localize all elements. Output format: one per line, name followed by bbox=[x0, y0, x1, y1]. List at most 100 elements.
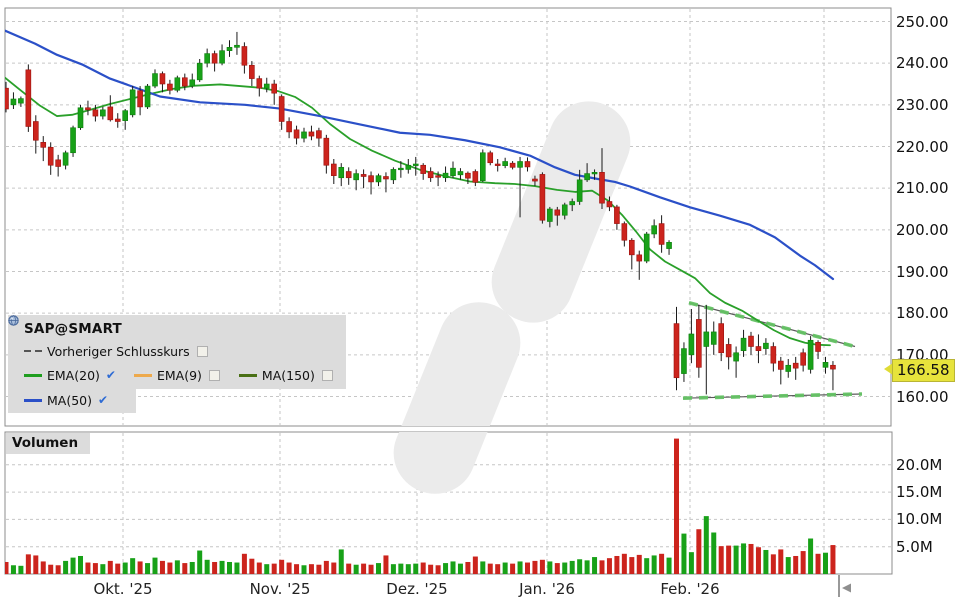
candle bbox=[532, 178, 538, 182]
candle bbox=[92, 109, 99, 117]
candle bbox=[420, 164, 427, 174]
candle bbox=[561, 204, 568, 216]
candle bbox=[427, 171, 434, 179]
volume-bar bbox=[279, 559, 285, 574]
volume-bar bbox=[234, 562, 240, 574]
volume-bar bbox=[681, 533, 687, 574]
candle bbox=[204, 53, 210, 64]
candle bbox=[688, 333, 695, 356]
volume-bar bbox=[428, 564, 434, 574]
price-tick-label: 190.00 bbox=[896, 262, 949, 281]
volume-bar bbox=[577, 559, 583, 574]
ma150-checkbox[interactable] bbox=[321, 369, 333, 381]
candle bbox=[621, 223, 628, 241]
volume-bar bbox=[554, 563, 560, 574]
volume-bar bbox=[815, 553, 821, 574]
trendlines[interactable] bbox=[682, 301, 863, 400]
volume-bar bbox=[63, 560, 69, 574]
volume-bar bbox=[301, 565, 307, 574]
volume-bar bbox=[361, 563, 367, 574]
volume-bar bbox=[346, 563, 352, 574]
legend-block: SAP@SMART Vorheriger Schlusskurs EMA(20)… bbox=[8, 315, 346, 389]
candle bbox=[152, 73, 158, 87]
volume-bar bbox=[130, 558, 136, 574]
candle bbox=[830, 364, 836, 370]
candle bbox=[487, 152, 494, 164]
volume-bar bbox=[763, 549, 769, 574]
volume-tick-label: 20.0M bbox=[896, 455, 943, 474]
candle bbox=[554, 209, 561, 216]
candle bbox=[226, 47, 233, 51]
candle bbox=[666, 242, 672, 249]
candle bbox=[591, 172, 598, 175]
prev-close-label: Vorheriger Schlusskurs bbox=[47, 343, 190, 359]
volume-bar bbox=[264, 564, 270, 574]
candle bbox=[18, 98, 24, 104]
ma50-checkbox-checked-icon[interactable]: ✔ bbox=[98, 393, 109, 407]
volume-bar bbox=[480, 561, 486, 574]
volume-bar bbox=[18, 565, 24, 574]
axis-end-arrow-icon[interactable] bbox=[842, 583, 851, 593]
volume-bar bbox=[405, 564, 411, 574]
candle bbox=[316, 130, 322, 139]
volume-bar bbox=[495, 564, 501, 574]
volume-tick-label: 10.0M bbox=[896, 510, 943, 529]
watermark-slash bbox=[393, 432, 521, 494]
volume-bar bbox=[606, 558, 612, 574]
candle bbox=[636, 254, 643, 262]
month-label: Okt. '25 bbox=[93, 580, 153, 598]
volume-bar bbox=[10, 565, 16, 574]
candle bbox=[167, 83, 173, 91]
price-tick-label: 240.00 bbox=[896, 54, 949, 73]
volume-bar bbox=[390, 564, 396, 574]
volume-bar bbox=[800, 551, 806, 574]
volume-bar bbox=[785, 557, 791, 574]
volume-bar bbox=[808, 538, 814, 574]
candle bbox=[122, 110, 128, 121]
candle bbox=[681, 348, 687, 374]
candle bbox=[308, 131, 315, 137]
trendline-upper-resistance[interactable] bbox=[688, 301, 856, 349]
volume-bar bbox=[435, 565, 441, 574]
candle bbox=[338, 167, 345, 179]
ema20-checkbox-checked-icon[interactable]: ✔ bbox=[105, 368, 116, 382]
volume-bar bbox=[748, 543, 754, 574]
month-label: Jan. '26 bbox=[519, 580, 575, 598]
volume-bar bbox=[256, 562, 262, 574]
candle bbox=[763, 342, 769, 349]
volume-bar bbox=[666, 557, 672, 574]
volume-bar bbox=[241, 553, 247, 574]
volume-bar bbox=[487, 563, 493, 574]
candle bbox=[32, 121, 39, 141]
volume-bar bbox=[33, 555, 39, 574]
volume-bar bbox=[629, 557, 635, 574]
month-label: Nov. '25 bbox=[249, 580, 311, 598]
candle bbox=[405, 164, 412, 170]
volume-bar bbox=[532, 560, 538, 574]
volume-bar bbox=[100, 564, 106, 574]
volume-bar bbox=[137, 561, 143, 574]
volume-bar bbox=[674, 438, 679, 574]
volume-bar bbox=[212, 561, 218, 574]
trendline-lower-support[interactable] bbox=[682, 392, 863, 400]
candle bbox=[40, 142, 47, 148]
volume-bar bbox=[167, 562, 173, 574]
candle bbox=[569, 201, 576, 206]
candle bbox=[278, 96, 285, 122]
candle bbox=[442, 172, 449, 179]
candle bbox=[777, 360, 784, 370]
candle bbox=[755, 346, 762, 351]
candle bbox=[249, 64, 255, 79]
volume-bar bbox=[755, 547, 761, 574]
prev-close-checkbox[interactable] bbox=[196, 345, 208, 357]
candle bbox=[189, 79, 196, 87]
ema9-checkbox[interactable] bbox=[208, 369, 220, 381]
candle bbox=[345, 171, 352, 179]
candle bbox=[25, 69, 32, 127]
candle bbox=[584, 173, 590, 181]
volume-bar bbox=[316, 564, 322, 574]
volume-bar bbox=[420, 562, 426, 574]
candle bbox=[822, 362, 829, 368]
last-price-value: 166.58 bbox=[892, 359, 955, 383]
